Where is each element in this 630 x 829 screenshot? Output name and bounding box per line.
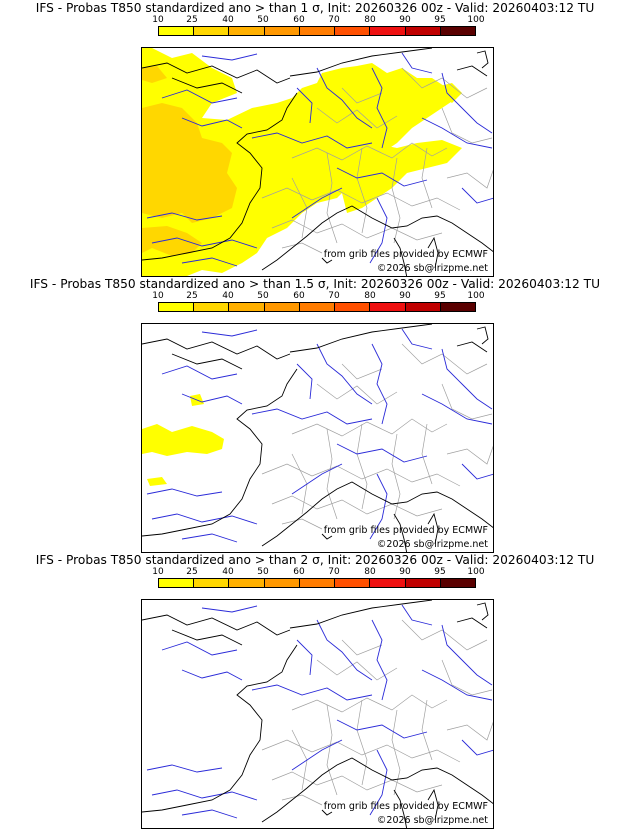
colorbar-swatch [299, 303, 336, 311]
colorbar-swatch [335, 303, 371, 311]
colorbar-swatch [229, 27, 265, 35]
map-frame: from grib files provided by ECMWF ©2026 … [141, 323, 494, 553]
tick-label: 40 [222, 291, 234, 301]
colorbar-swatch [440, 579, 475, 587]
forecast-panel-1-sigma: IFS - Probas T850 standardized ano > tha… [0, 0, 630, 277]
colorbar-swatch [370, 303, 406, 311]
colorbar-swatch [405, 27, 441, 35]
colorbar [158, 578, 476, 588]
tick-label: 40 [222, 15, 234, 25]
panel-title: IFS - Probas T850 standardized ano > tha… [35, 1, 595, 15]
colorbar-ticks: 10 25 40 50 60 70 80 90 95 100 [140, 15, 496, 26]
colorbar-swatch [229, 579, 265, 587]
copyright-credit: ©2026 sb@irizpme.net [376, 263, 488, 274]
colorbar-swatch [194, 27, 230, 35]
colorbar-swatch [440, 27, 475, 35]
tick-label: 60 [293, 15, 305, 25]
tick-label: 100 [467, 567, 485, 577]
tick-label: 25 [186, 291, 198, 301]
colorbar [158, 26, 476, 36]
tick-label: 95 [434, 291, 446, 301]
colorbar-swatch [229, 303, 265, 311]
tick-label: 90 [399, 291, 411, 301]
probability-shading-darker [142, 66, 237, 256]
map-canvas [142, 600, 493, 828]
colorbar-swatch [440, 303, 475, 311]
source-credit: from grib files provided by ECMWF [323, 525, 488, 536]
colorbar-swatch [159, 303, 195, 311]
tick-label: 25 [186, 15, 198, 25]
colorbar-ticks: 10 25 40 50 60 70 80 90 95 100 [140, 291, 496, 302]
colorbar-swatch [264, 303, 300, 311]
colorbar-ticks: 10 25 40 50 60 70 80 90 95 100 [140, 567, 496, 578]
map-frame: from grib files provided by ECMWF ©2026 … [141, 47, 494, 277]
tick-label: 90 [399, 15, 411, 25]
colorbar-swatch [335, 27, 371, 35]
tick-label: 95 [434, 567, 446, 577]
colorbar-swatch [194, 303, 230, 311]
panel-title: IFS - Probas T850 standardized ano > tha… [35, 553, 595, 567]
colorbar-swatch [335, 579, 371, 587]
tick-label: 100 [467, 15, 485, 25]
colorbar-swatch [405, 579, 441, 587]
source-credit: from grib files provided by ECMWF [323, 801, 488, 812]
tick-label: 80 [364, 15, 376, 25]
map-canvas [142, 324, 493, 552]
tick-label: 50 [257, 15, 269, 25]
colorbar-swatch [194, 579, 230, 587]
colorbar-swatch [264, 27, 300, 35]
tick-label: 100 [467, 291, 485, 301]
colorbar [158, 302, 476, 312]
copyright-credit: ©2026 sb@irizpme.net [376, 539, 488, 550]
colorbar-swatch [405, 303, 441, 311]
tick-label: 80 [364, 291, 376, 301]
tick-label: 10 [152, 291, 164, 301]
tick-label: 80 [364, 567, 376, 577]
tick-label: 10 [152, 567, 164, 577]
forecast-panel-2-sigma: IFS - Probas T850 standardized ano > tha… [0, 552, 630, 829]
tick-label: 90 [399, 567, 411, 577]
colorbar-swatch [370, 579, 406, 587]
tick-label: 60 [293, 291, 305, 301]
tick-label: 60 [293, 567, 305, 577]
colorbar-swatch [299, 579, 336, 587]
tick-label: 50 [257, 567, 269, 577]
tick-label: 70 [328, 567, 340, 577]
forecast-panel-1-5-sigma: IFS - Probas T850 standardized ano > tha… [0, 276, 630, 553]
source-credit: from grib files provided by ECMWF [323, 249, 488, 260]
colorbar-swatch [299, 27, 336, 35]
colorbar-swatch [159, 27, 195, 35]
map-frame: from grib files provided by ECMWF ©2026 … [141, 599, 494, 829]
colorbar-swatch [264, 579, 300, 587]
colorbar-swatch [370, 27, 406, 35]
tick-label: 95 [434, 15, 446, 25]
copyright-credit: ©2026 sb@irizpme.net [376, 815, 488, 826]
tick-label: 50 [257, 291, 269, 301]
tick-label: 40 [222, 567, 234, 577]
tick-label: 70 [328, 291, 340, 301]
tick-label: 25 [186, 567, 198, 577]
map-canvas [142, 48, 493, 276]
panel-title: IFS - Probas T850 standardized ano > tha… [29, 277, 601, 291]
colorbar-swatch [159, 579, 195, 587]
probability-shading [142, 394, 224, 486]
tick-label: 70 [328, 15, 340, 25]
tick-label: 10 [152, 15, 164, 25]
